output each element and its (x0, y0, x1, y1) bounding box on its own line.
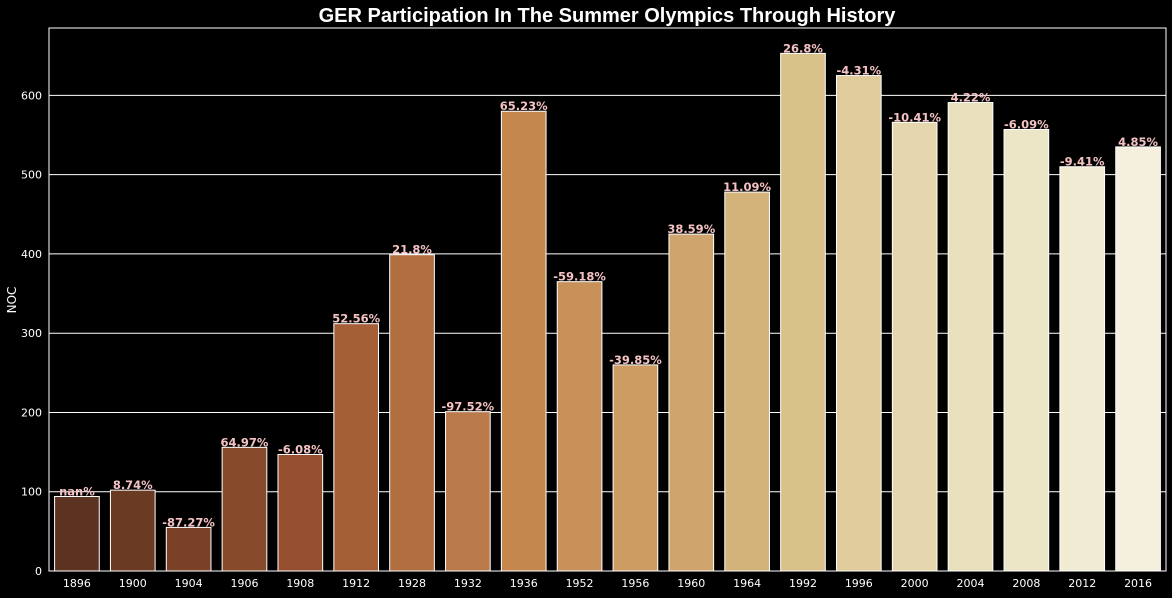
data-label: -97.52% (442, 400, 495, 414)
y-tick-label: 400 (21, 248, 42, 261)
x-tick-label: 2008 (1012, 577, 1040, 590)
bar-1896 (54, 495, 100, 572)
chart-title: GER Participation In The Summer Olympics… (319, 5, 897, 27)
x-tick-label: 1996 (845, 577, 873, 590)
x-tick-label: 1992 (789, 577, 817, 590)
data-label: 64.97% (221, 435, 269, 449)
bar-1952 (556, 281, 603, 572)
x-tick-label: 1932 (454, 577, 482, 590)
x-tick-label: 1908 (286, 577, 314, 590)
bar-1964 (724, 191, 770, 572)
bar-1956 (612, 364, 659, 572)
x-tick-label: 1900 (119, 577, 147, 590)
data-label: 4.85% (1118, 135, 1158, 149)
data-labels: nan% 8.74% -87.27% 64.97% -6.08% 52.56% 21.8% -… (59, 41, 1158, 529)
bar-1912 (333, 323, 380, 572)
x-tick-label: 2000 (901, 577, 929, 590)
data-label: -6.09% (1004, 117, 1049, 131)
data-label: 38.59% (667, 222, 715, 236)
bar-1996 (835, 75, 882, 572)
y-tick-label: 300 (21, 327, 42, 340)
y-axis-label: NOC (5, 287, 19, 314)
bar-1906 (221, 446, 268, 572)
data-label: -87.27% (162, 515, 215, 529)
x-tick-label: 1956 (621, 577, 649, 590)
data-label: 11.09% (723, 180, 771, 194)
plot-area (48, 27, 1167, 572)
x-tick-label: 1904 (175, 577, 203, 590)
bar-1992 (780, 52, 826, 572)
data-label: -4.31% (836, 64, 881, 78)
x-tick-label: 2012 (1068, 577, 1096, 590)
bar-1932 (445, 411, 491, 572)
bar-1908 (277, 453, 324, 572)
bar-1928 (389, 254, 435, 572)
x-tick-label: 1936 (510, 577, 538, 590)
bar-2000 (891, 121, 938, 572)
x-tick-label: 1928 (398, 577, 426, 590)
bar-1960 (668, 233, 715, 572)
x-tick-label: 2004 (957, 577, 985, 590)
data-label: 21.8% (392, 243, 432, 257)
data-label: 52.56% (332, 312, 380, 326)
x-tick-label: 1912 (342, 577, 370, 590)
bar-2016 (1115, 146, 1161, 572)
data-label: -10.41% (888, 110, 941, 124)
y-tick-label: 500 (21, 169, 42, 182)
x-tick-label: 1964 (733, 577, 761, 590)
bar-1904 (165, 526, 212, 572)
bars (54, 52, 1161, 572)
bar-2012 (1059, 166, 1106, 572)
data-label: -39.85% (609, 353, 662, 367)
data-label: 65.23% (500, 99, 548, 113)
y-tick-labels: 0 100 200 300 400 500 600 (21, 89, 42, 578)
y-tick-label: 100 (21, 486, 42, 499)
bar-2004 (947, 102, 994, 572)
x-tick-label: 1952 (566, 577, 594, 590)
x-tick-label: 1960 (677, 577, 705, 590)
bar-2008 (1003, 128, 1050, 572)
data-label: 8.74% (113, 478, 153, 492)
y-tick-label: 200 (21, 406, 42, 419)
bar-1900 (109, 489, 156, 572)
data-label: nan% (59, 484, 95, 498)
data-label: 4.22% (951, 91, 991, 105)
data-label: -9.41% (1060, 155, 1105, 169)
y-tick-label: 600 (21, 89, 42, 102)
x-tick-label: 1906 (230, 577, 258, 590)
x-tick-label: 2016 (1124, 577, 1152, 590)
y-tick-label: 0 (35, 565, 42, 578)
data-label: -59.18% (553, 270, 606, 284)
data-label: -6.08% (278, 442, 323, 456)
data-label: 26.8% (783, 41, 823, 55)
bar-1936 (500, 110, 547, 572)
x-tick-labels: 1896 1900 1904 1906 1908 1912 1928 1932 1936 1952… (63, 577, 1152, 590)
x-tick-label: 1896 (63, 577, 91, 590)
